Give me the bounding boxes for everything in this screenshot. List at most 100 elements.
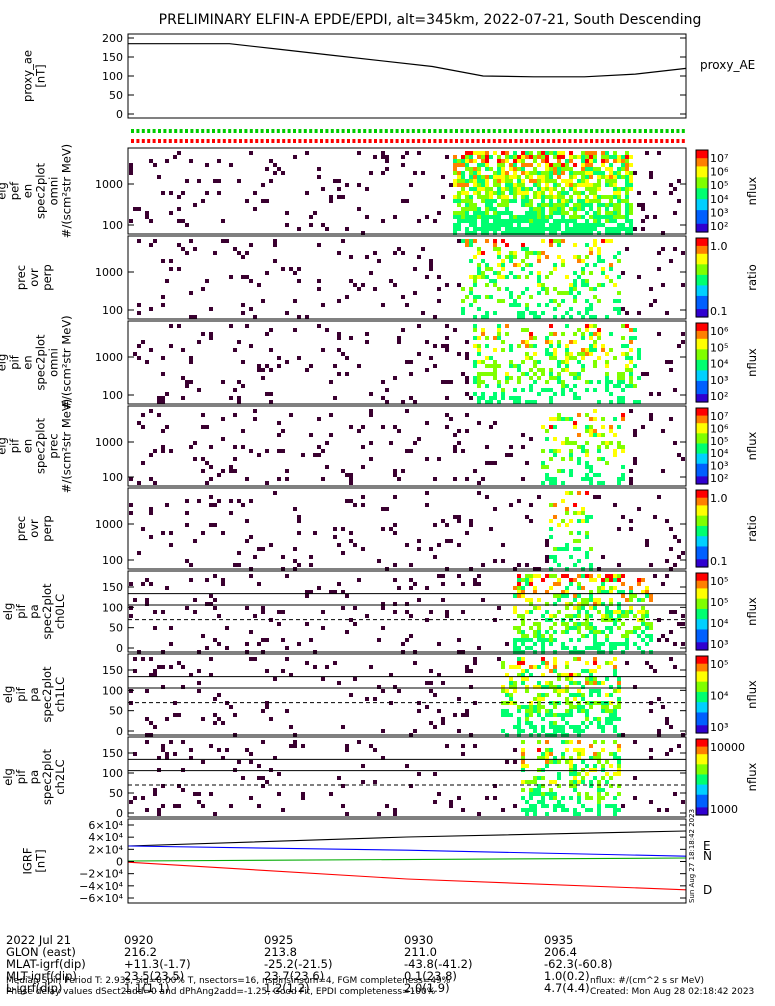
spectrogram-pixel [229, 469, 233, 473]
spectrogram-pixel [585, 515, 589, 519]
spectrogram-pixel [141, 413, 145, 417]
spectrogram-pixel [601, 705, 605, 709]
spectrogram-pixel [181, 665, 185, 669]
spectrogram-pixel [481, 215, 485, 219]
spectrogram-pixel [617, 259, 621, 263]
spectrogram-pixel [265, 705, 269, 709]
spectrogram-pixel [585, 183, 589, 187]
spectrogram-pixel [517, 673, 521, 677]
spectrogram-pixel [557, 255, 561, 259]
flag-bad [579, 139, 583, 143]
ylabel-line: omni [47, 348, 61, 377]
spectrogram-pixel [597, 780, 601, 784]
spectrogram-pixel [541, 283, 545, 287]
spectrogram-pixel [605, 705, 609, 709]
spectrogram-pixel [193, 203, 197, 207]
spectrogram-pixel [457, 179, 461, 183]
flag-bad [552, 139, 556, 143]
spectrogram-pixel [485, 336, 489, 340]
spectrogram-pixel [573, 376, 577, 380]
spectrogram-pixel [509, 211, 513, 215]
spectrogram-pixel [613, 622, 617, 626]
spectrogram-pixel [545, 812, 549, 816]
legend-igrf-D: D [703, 883, 712, 897]
flag-good [638, 129, 642, 133]
spectrogram-pixel [633, 457, 637, 461]
spectrogram-pixel [497, 287, 501, 291]
spectrogram-pixel [453, 328, 457, 332]
spectrogram-pixel [573, 384, 577, 388]
spectrogram-pixel [557, 693, 561, 697]
spectrogram-pixel [525, 578, 529, 582]
colorbar-tick-label: 10² [710, 472, 728, 485]
spectrogram-pixel [465, 340, 469, 344]
spectrogram-pixel [605, 231, 609, 235]
spectrogram-pixel [529, 231, 533, 235]
spectrogram-pixel [605, 578, 609, 582]
spectrogram-pixel [469, 275, 473, 279]
spectrogram-pixel [317, 453, 321, 457]
spectrogram-pixel [229, 163, 233, 167]
spectrogram-pixel [577, 638, 581, 642]
colorbar-cell [696, 769, 708, 773]
spectrogram-pixel [589, 622, 593, 626]
spectrogram-pixel [649, 175, 653, 179]
spectrogram-pixel [617, 159, 621, 163]
spectrogram-pixel [569, 199, 573, 203]
colorbar-cell [696, 266, 708, 271]
spectrogram-pixel [609, 348, 613, 352]
spectrogram-pixel [545, 740, 549, 744]
colorbar-cell [696, 251, 708, 255]
colorbar-cell [696, 536, 708, 540]
spectrogram-pixel [605, 179, 609, 183]
spectrogram-pixel [493, 376, 497, 380]
spectrogram-pixel [297, 642, 301, 646]
spectrogram-pixel [561, 211, 565, 215]
spectrogram-pixel [525, 400, 529, 404]
spectrogram-pixel [533, 360, 537, 364]
colorbar-cell [696, 583, 708, 587]
spectrogram-pixel [609, 380, 613, 384]
spectrogram-pixel [525, 275, 529, 279]
spectrogram-pixel [617, 677, 621, 681]
spectrogram-pixel [169, 740, 173, 744]
spectrogram-pixel [537, 685, 541, 689]
spectrogram-pixel [625, 311, 629, 315]
spectrogram-pixel [441, 681, 445, 685]
spectrogram-pixel [585, 535, 589, 539]
spectrogram-pixel [553, 685, 557, 689]
spectrogram-pixel [549, 243, 553, 247]
spectrogram-pixel [633, 685, 637, 689]
spectrogram-pixel [133, 352, 137, 356]
spectrogram-pixel [533, 780, 537, 784]
spectrogram-pixel [237, 551, 241, 555]
ephemeris-row: MLT-igrf(dip) 23.5(23.5) 23.7(23.6) 0.1(23.… [6, 970, 590, 982]
spectrogram-pixel [553, 729, 557, 733]
spectrogram-pixel [497, 163, 501, 167]
spectrogram-pixel [549, 368, 553, 372]
spectrogram-pixel [529, 384, 533, 388]
spectrogram-pixel [549, 199, 553, 203]
spectrogram-pixel [605, 175, 609, 179]
spectrogram-pixel [557, 171, 561, 175]
spectrogram-pixel [617, 642, 621, 646]
spectrogram-pixel [497, 191, 501, 195]
spectrogram-pixel [381, 527, 385, 531]
spectrogram-pixel [553, 689, 557, 693]
spectrogram-pixel [157, 400, 161, 404]
spectrogram-pixel [585, 159, 589, 163]
spectrogram-pixel [557, 673, 561, 677]
spectrogram-pixel [469, 219, 473, 223]
spectrogram-pixel [617, 211, 621, 215]
spectrogram-pixel [677, 179, 681, 183]
spectrogram-pixel [381, 151, 385, 155]
spectrogram-pixel [593, 332, 597, 336]
spectrogram-pixel [281, 555, 285, 559]
flag-bad [195, 139, 199, 143]
spectrogram-pixel [625, 231, 629, 235]
colorbar-cell [696, 507, 708, 512]
spectrogram-pixel [149, 453, 153, 457]
spectrogram-pixel [537, 701, 541, 705]
spectrogram-pixel [549, 191, 553, 195]
